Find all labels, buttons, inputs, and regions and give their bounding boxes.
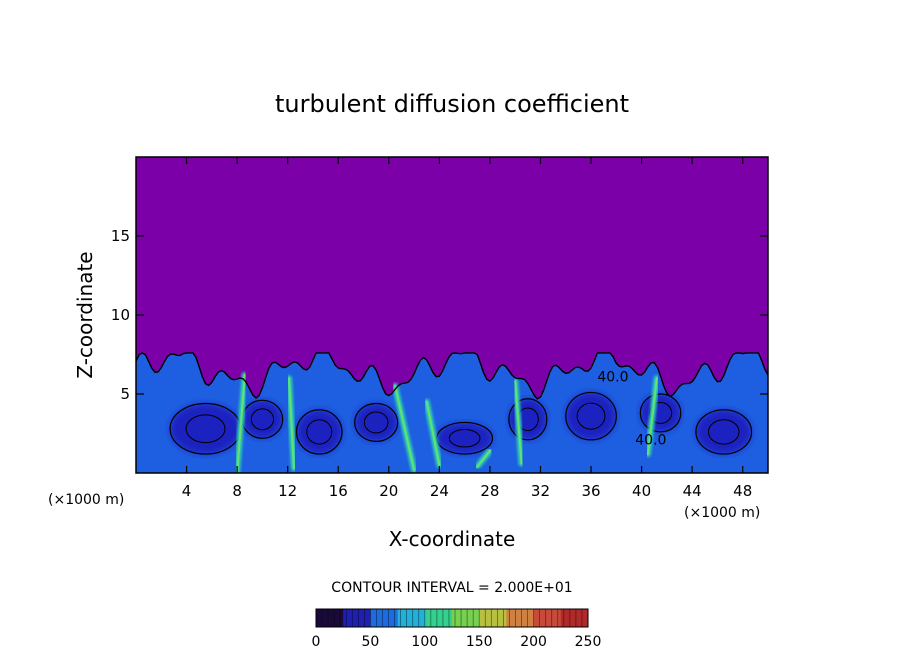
colorbar-swatch <box>397 609 426 627</box>
high-diffusion-core <box>476 449 491 468</box>
turbulence-field: 40.0 40.0 <box>136 352 768 473</box>
colorbar-swatch <box>316 609 344 627</box>
colorbar-swatch <box>370 609 399 627</box>
high-diffusion-core <box>394 385 416 471</box>
colorbar-tick-label: 50 <box>361 634 379 650</box>
x-units-label-left: (×1000 m) <box>48 492 124 508</box>
contour-line <box>695 409 753 455</box>
contour-line <box>648 402 673 424</box>
colorbar-swatch <box>343 609 371 627</box>
contour-label: 40.0 <box>635 433 666 449</box>
eddy-core <box>565 392 617 440</box>
y-tick-label: 5 <box>120 385 130 403</box>
contour-label: 40.0 <box>597 369 628 385</box>
eddy-core <box>296 409 343 455</box>
x-units-label-right: (×1000 m) <box>684 505 760 521</box>
high-diffusion-core <box>514 380 523 465</box>
y-tick-label: 15 <box>111 227 130 245</box>
colorbar-tick-label: 200 <box>520 634 547 650</box>
colorbar-tick-label: 0 <box>312 634 321 650</box>
x-tick-label: 16 <box>329 482 348 500</box>
contour-line <box>448 429 481 448</box>
x-tick-label: 20 <box>379 482 398 500</box>
contour-line <box>565 391 617 441</box>
x-axis-title: X-coordinate <box>389 527 516 551</box>
eddy-core <box>695 409 752 455</box>
high-diffusion-core <box>236 374 246 473</box>
high-diffusion-core <box>287 377 295 470</box>
eddy-core <box>170 403 241 455</box>
x-tick-label: 4 <box>182 482 192 500</box>
x-tick-label: 24 <box>430 482 449 500</box>
contour-line <box>639 393 682 433</box>
contour-line <box>576 402 606 430</box>
contour-line <box>306 419 333 445</box>
contour-line <box>250 408 275 431</box>
contour-line <box>363 411 389 434</box>
x-axis: 4 8 12 16 20 24 28 32 36 40 44 48 <box>182 157 752 500</box>
contour-line <box>354 402 399 443</box>
y-axis: 5 10 15 <box>111 227 768 403</box>
eddy-core <box>242 400 283 439</box>
plot-area: 40.0 40.0 <box>135 156 769 474</box>
colorbar-swatch <box>560 609 589 627</box>
contour-line <box>295 409 343 455</box>
colorbar-swatch <box>533 609 562 627</box>
chart-title: turbulent diffusion coefficient <box>275 90 629 118</box>
colorbar-swatch <box>424 609 453 627</box>
x-tick-label: 8 <box>232 482 242 500</box>
eddy-core <box>354 403 398 442</box>
colorbar-tick-label: 100 <box>411 634 438 650</box>
contour-line <box>508 398 548 441</box>
x-tick-label: 12 <box>278 482 297 500</box>
x-tick-label: 32 <box>531 482 550 500</box>
y-axis-title: Z-coordinate <box>73 251 97 378</box>
colorbar-tick-label: 150 <box>466 634 493 650</box>
colorbar-tick-label: 250 <box>575 634 602 650</box>
x-tick-label: 44 <box>683 482 702 500</box>
x-tick-label: 40 <box>632 482 651 500</box>
colorbar-swatch <box>506 609 535 627</box>
high-diffusion-core <box>646 377 658 456</box>
contour-line <box>707 419 740 445</box>
eddy-core <box>436 422 493 455</box>
contour-line <box>185 414 226 444</box>
x-tick-label: 48 <box>733 482 752 500</box>
contour-interval-text: CONTOUR INTERVAL = 2.000E+01 <box>331 580 572 596</box>
boundary-layer-top-contour <box>136 352 768 400</box>
y-tick-label: 10 <box>111 306 130 324</box>
x-tick-label: 28 <box>480 482 499 500</box>
colorbar-swatch <box>452 609 480 627</box>
high-diffusion-core <box>425 400 441 467</box>
colorbar-swatch <box>479 609 507 627</box>
x-tick-label: 36 <box>581 482 600 500</box>
colorbar: 0 50 100 150 200 250 <box>312 608 602 650</box>
colorbar-frame <box>315 608 589 628</box>
